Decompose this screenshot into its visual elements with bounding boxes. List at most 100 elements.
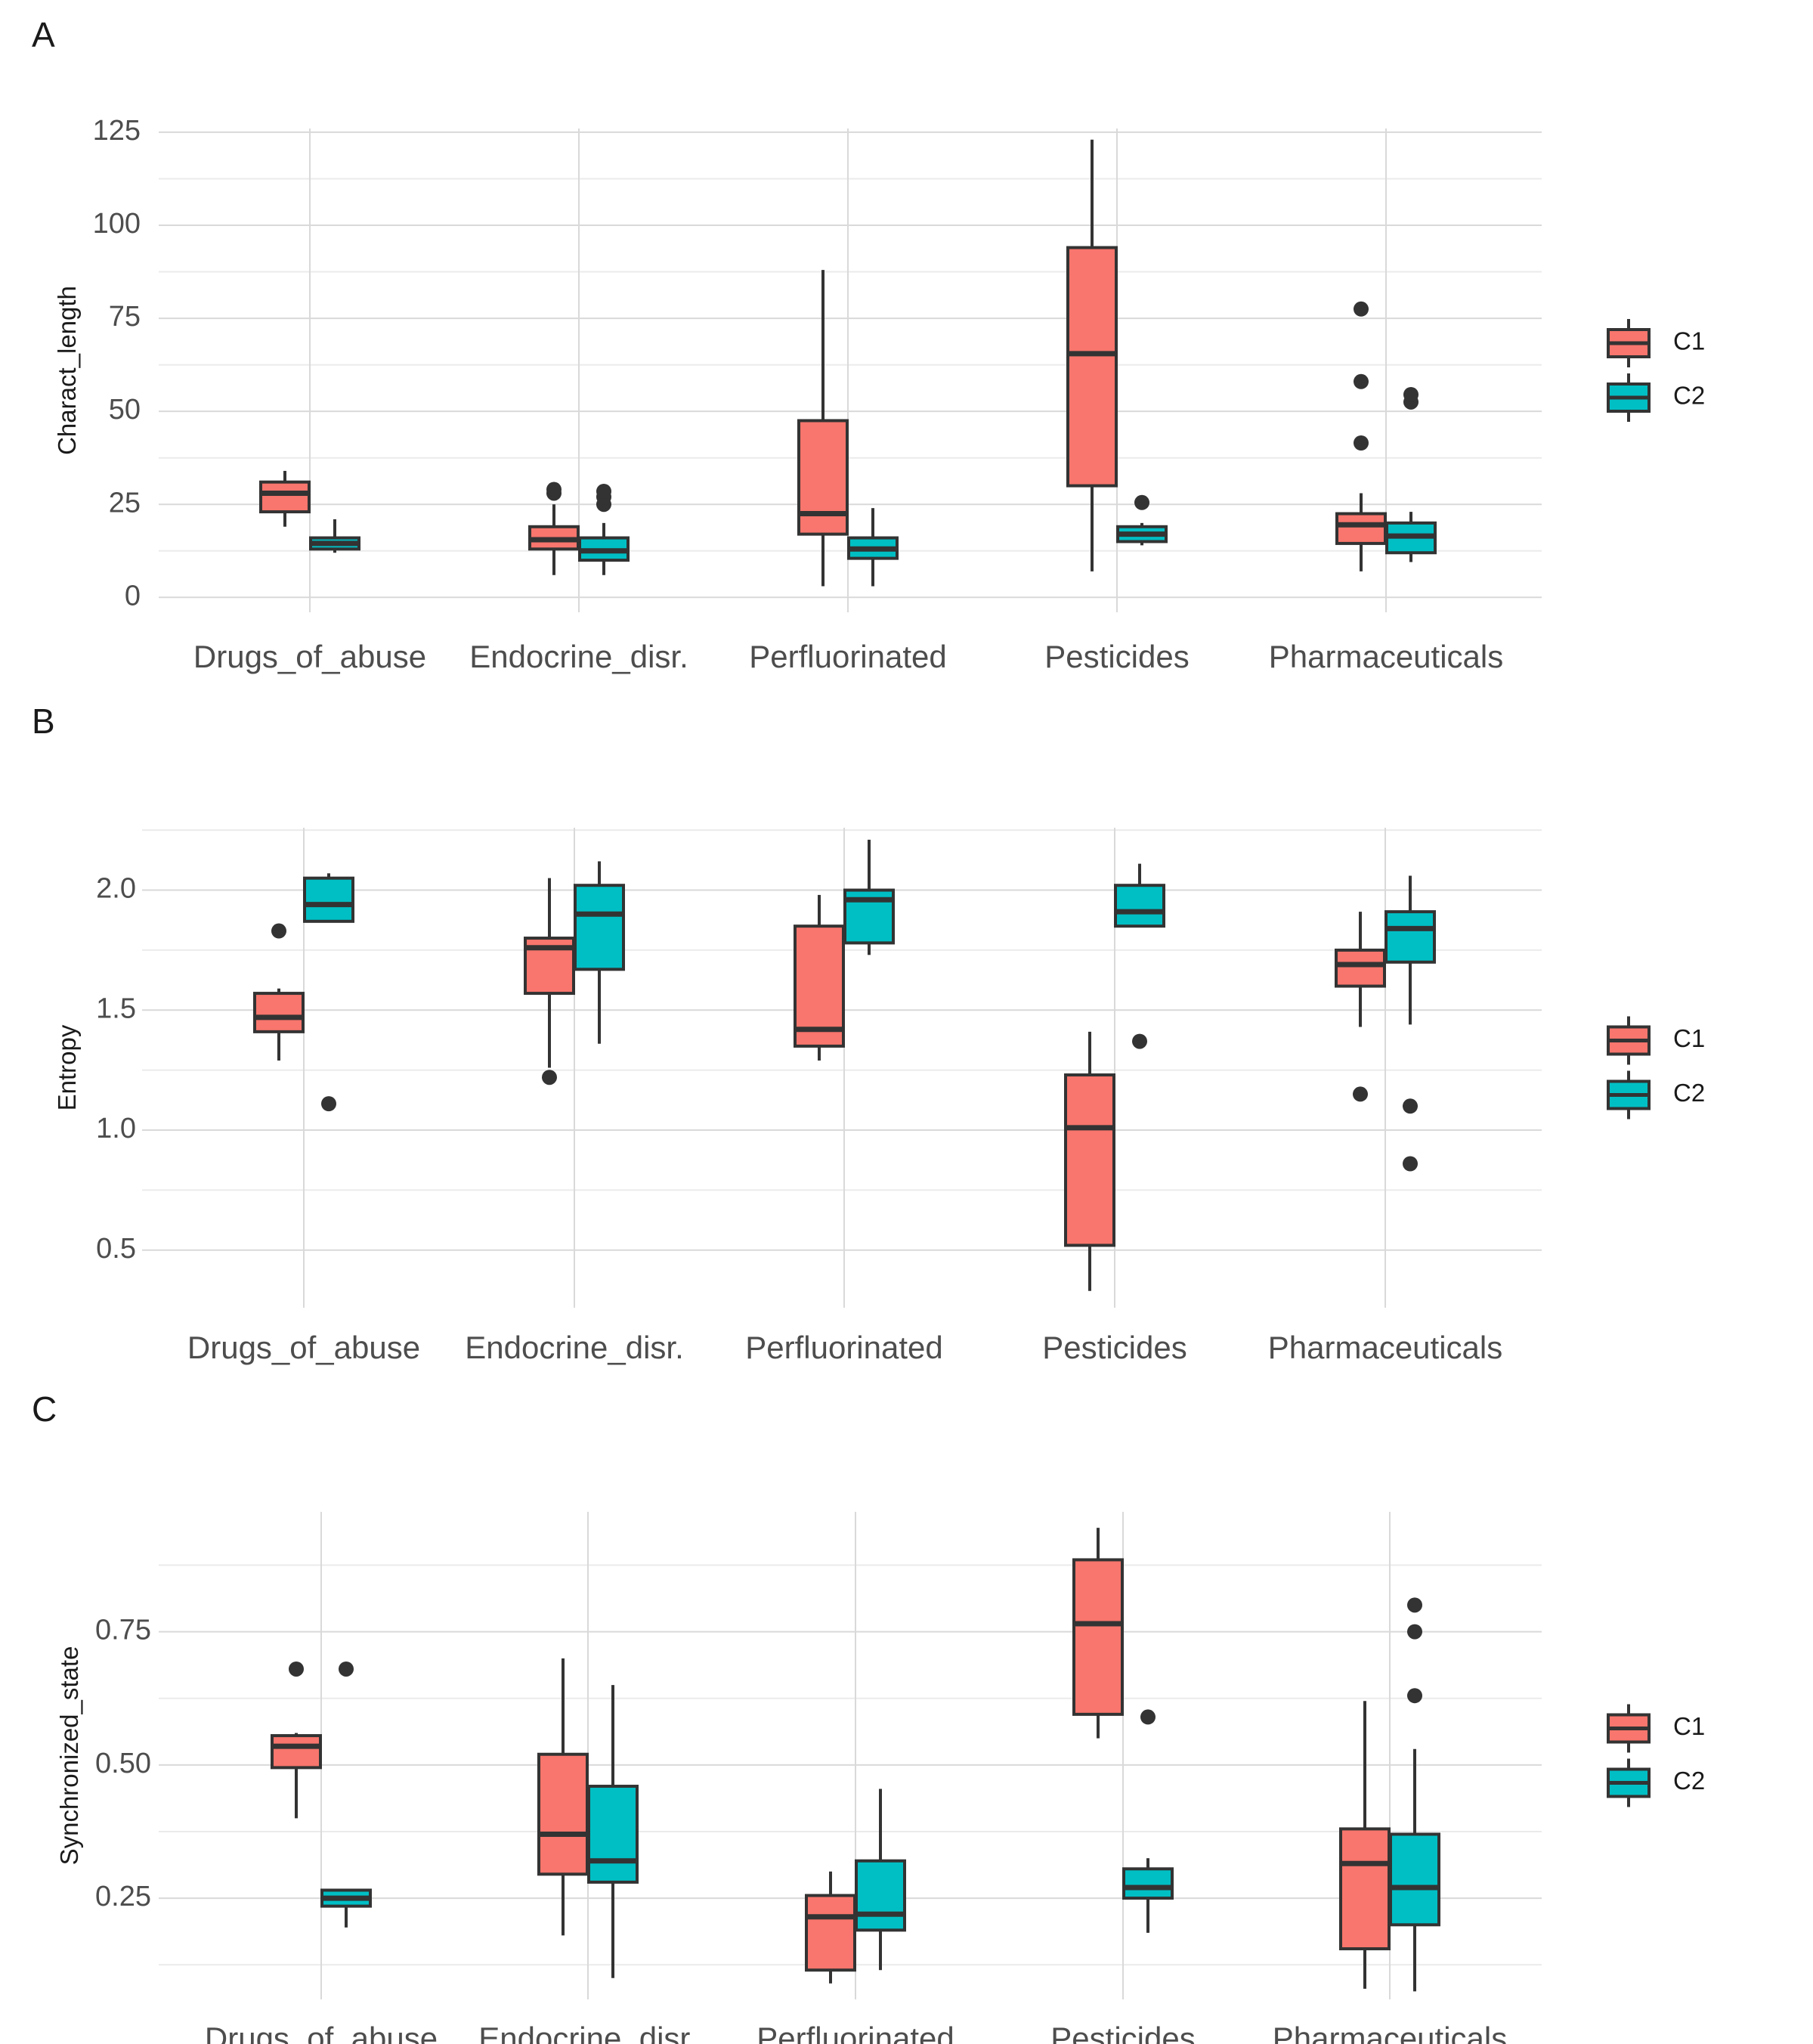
outlier-point <box>1354 435 1369 451</box>
box-C2-Pharmaceuticals <box>1385 875 1436 1172</box>
box-C2-Endocrine_disr. <box>578 484 630 575</box>
outlier-point <box>1403 1156 1418 1172</box>
outlier-point <box>596 484 611 499</box>
box-body <box>1066 246 1118 488</box>
box-C2-Perfluorinated <box>843 839 895 955</box>
legend-label: C2 <box>1673 1767 1705 1795</box>
legend-label: C1 <box>1673 1024 1705 1052</box>
box-body <box>587 1785 639 1884</box>
y-tick-label: 75 <box>109 301 141 333</box>
box-C1-Endocrine_disr. <box>524 878 575 1085</box>
y-tick-label: 100 <box>93 208 141 240</box>
x-tick-label: Perfluorinated <box>745 1330 943 1365</box>
box-C2-Pharmaceuticals <box>1385 387 1437 562</box>
outlier-point <box>546 482 562 497</box>
x-tick-label: Pesticides <box>1050 2021 1195 2044</box>
x-tick-label: Perfluorinated <box>756 2021 954 2044</box>
box-C1-Pesticides <box>1072 1528 1124 1739</box>
box-body <box>855 1859 906 1932</box>
y-tick-label: 50 <box>109 394 141 426</box>
box-body <box>253 992 305 1033</box>
box-C1-Pharmaceuticals <box>1339 1701 1391 1989</box>
outlier-point <box>1403 1098 1418 1114</box>
y-tick-label: 2.0 <box>96 873 136 905</box>
box-body <box>1339 1827 1391 1951</box>
box-C2-Drugs_of_abuse <box>320 1661 372 1928</box>
box-C2-Pesticides <box>1114 863 1165 1049</box>
x-tick-label: Pharmaceuticals <box>1269 639 1503 674</box>
box-body <box>259 480 311 514</box>
box-C1-Perfluorinated <box>794 894 845 1061</box>
box-C2-Endocrine_disr. <box>574 861 625 1044</box>
outlier-point <box>1407 1688 1422 1704</box>
box-C2-Endocrine_disr. <box>587 1685 639 1978</box>
outlier-point <box>289 1661 304 1677</box>
x-tick-label: Pharmaceuticals <box>1268 1330 1502 1365</box>
legend-label: C2 <box>1673 382 1705 410</box>
outlier-point <box>1354 301 1369 317</box>
box-body <box>537 1752 589 1876</box>
box-C2-Drugs_of_abuse <box>309 519 360 553</box>
box-C1-Perfluorinated <box>797 270 849 587</box>
y-tick-label: 0.75 <box>95 1615 151 1646</box>
box-C1-Drugs_of_abuse <box>271 1661 322 1819</box>
box-C1-Pesticides <box>1066 139 1118 571</box>
outlier-point <box>542 1070 557 1085</box>
y-tick-label: 0.25 <box>95 1881 151 1912</box>
y-tick-label: 1.0 <box>96 1113 136 1144</box>
box-C1-Endocrine_disr. <box>537 1658 589 1936</box>
y-tick-label: 125 <box>93 115 141 147</box>
outlier-point <box>1132 1033 1147 1049</box>
legend-item-C2: C2 <box>1607 373 1705 422</box>
box-C1-Pharmaceuticals <box>1335 301 1387 571</box>
box-body <box>1114 884 1165 928</box>
outlier-point <box>1354 373 1369 389</box>
box-C1-Perfluorinated <box>805 1871 856 1984</box>
box-body <box>1122 1867 1174 1900</box>
box-C2-Drugs_of_abuse <box>303 873 354 1112</box>
x-tick-label: Drugs_of_abuse <box>193 639 426 674</box>
legend-item-C1: C1 <box>1607 1704 1705 1753</box>
x-tick-label: Pharmaceuticals <box>1273 2021 1507 2044</box>
outlier-point <box>1407 1597 1422 1613</box>
box-body <box>1064 1073 1115 1247</box>
panels-root: A 0 25 50 75 100 125 Charact_length Drugs_of_abu… <box>32 15 1705 2044</box>
box-C1-Pesticides <box>1064 1031 1115 1291</box>
box-body <box>794 924 845 1048</box>
box-C2-Pharmaceuticals <box>1389 1597 1440 1992</box>
box-C1-Drugs_of_abuse <box>253 923 305 1061</box>
y-tick-label: 25 <box>109 487 141 519</box>
outlier-point <box>1353 1086 1368 1102</box>
y-tick-label: 0.50 <box>95 1748 151 1779</box>
legend-label: C1 <box>1673 327 1705 355</box>
outlier-point <box>321 1096 336 1112</box>
legend-item-C1: C1 <box>1607 319 1705 367</box>
y-axis-label: Synchronized_state <box>55 1646 83 1866</box>
box-body <box>1072 1558 1124 1716</box>
x-tick-label: Pesticides <box>1044 639 1189 674</box>
legend-item-C2: C2 <box>1607 1070 1705 1120</box>
y-tick-label: 0.5 <box>96 1233 136 1265</box>
panel-B: B 0.5 1.0 1.5 2.0 Entropy Drugs_of_abuse Endocr… <box>32 701 1705 1365</box>
box-C2-Pesticides <box>1122 1709 1174 1933</box>
x-tick-label: Endocrine_disr. <box>469 639 688 674</box>
legend-item-C1: C1 <box>1607 1016 1705 1065</box>
outlier-point <box>271 923 286 939</box>
legend-label: C2 <box>1673 1079 1705 1107</box>
panel-C: C 0.25 0.50 0.75 Synchronized_state Drugs_of_… <box>32 1389 1705 2044</box>
y-axis-label: Entropy <box>53 1024 81 1110</box>
outlier-point <box>1403 387 1419 402</box>
legend-label: C1 <box>1673 1712 1705 1740</box>
y-tick-label: 1.5 <box>96 993 136 1024</box>
outlier-point <box>1134 494 1149 510</box>
box-C2-Pesticides <box>1116 494 1168 546</box>
panel-tag: A <box>32 15 55 54</box>
x-tick-label: Endocrine_disr. <box>465 1330 684 1365</box>
box-body <box>271 1734 322 1770</box>
box-body <box>1335 948 1386 988</box>
box-C1-Drugs_of_abuse <box>259 470 311 527</box>
box-C1-Endocrine_disr. <box>528 482 580 575</box>
y-axis-label: Charact_length <box>53 286 81 455</box>
box-body <box>1389 1832 1440 1927</box>
